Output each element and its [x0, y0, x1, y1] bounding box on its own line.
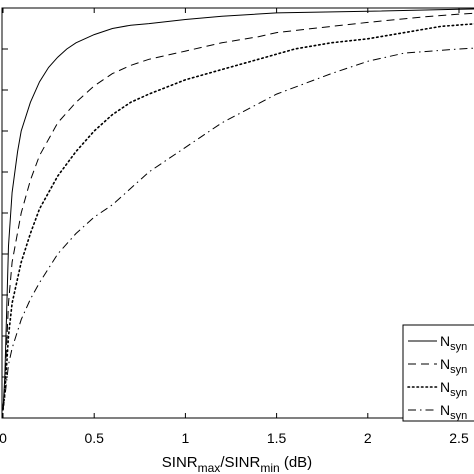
legend-label-base: N	[440, 379, 450, 395]
x-tick-label: 2.5	[449, 430, 469, 446]
legend-label-sub: syn	[450, 341, 467, 353]
x-axis-title-sep: /SINR	[220, 454, 260, 471]
legend-label-1: Nsyn	[440, 333, 467, 353]
series-line-3	[2, 23, 474, 411]
legend-label-base: N	[440, 356, 450, 372]
series-line-2	[2, 12, 474, 410]
x-axis-title-sub-max: max	[198, 461, 221, 474]
x-tick-label: 2	[364, 430, 372, 446]
legend-label-base: N	[440, 402, 450, 418]
x-axis-title: SINRmax/SINRmin (dB)	[162, 454, 312, 474]
x-axis-title-sub-min: min	[260, 461, 279, 474]
x-axis-title-base: SINR	[162, 454, 198, 471]
series-layer	[2, 8, 474, 411]
series-line-4	[2, 47, 474, 410]
x-tick-label: 1.5	[267, 430, 287, 446]
legend-label-3: Nsyn	[440, 379, 467, 399]
y-axis-ticks	[2, 7, 8, 419]
x-tick-label: 0	[0, 430, 7, 446]
legend-label-base: N	[440, 333, 450, 349]
legend-label-sub: syn	[450, 410, 467, 422]
x-tick-label: 1	[182, 430, 190, 446]
legend-label-sub: syn	[450, 364, 467, 376]
legend-label-4: Nsyn	[440, 402, 467, 422]
x-axis-ticks: 0 0.5 1 1.5 2 2.5	[0, 8, 469, 446]
x-tick-label: 0.5	[84, 430, 104, 446]
legend-label-2: Nsyn	[440, 356, 467, 376]
series-line-1	[2, 8, 474, 410]
legend-label-sub: syn	[450, 387, 467, 399]
x-axis-title-unit: (dB)	[280, 454, 313, 471]
